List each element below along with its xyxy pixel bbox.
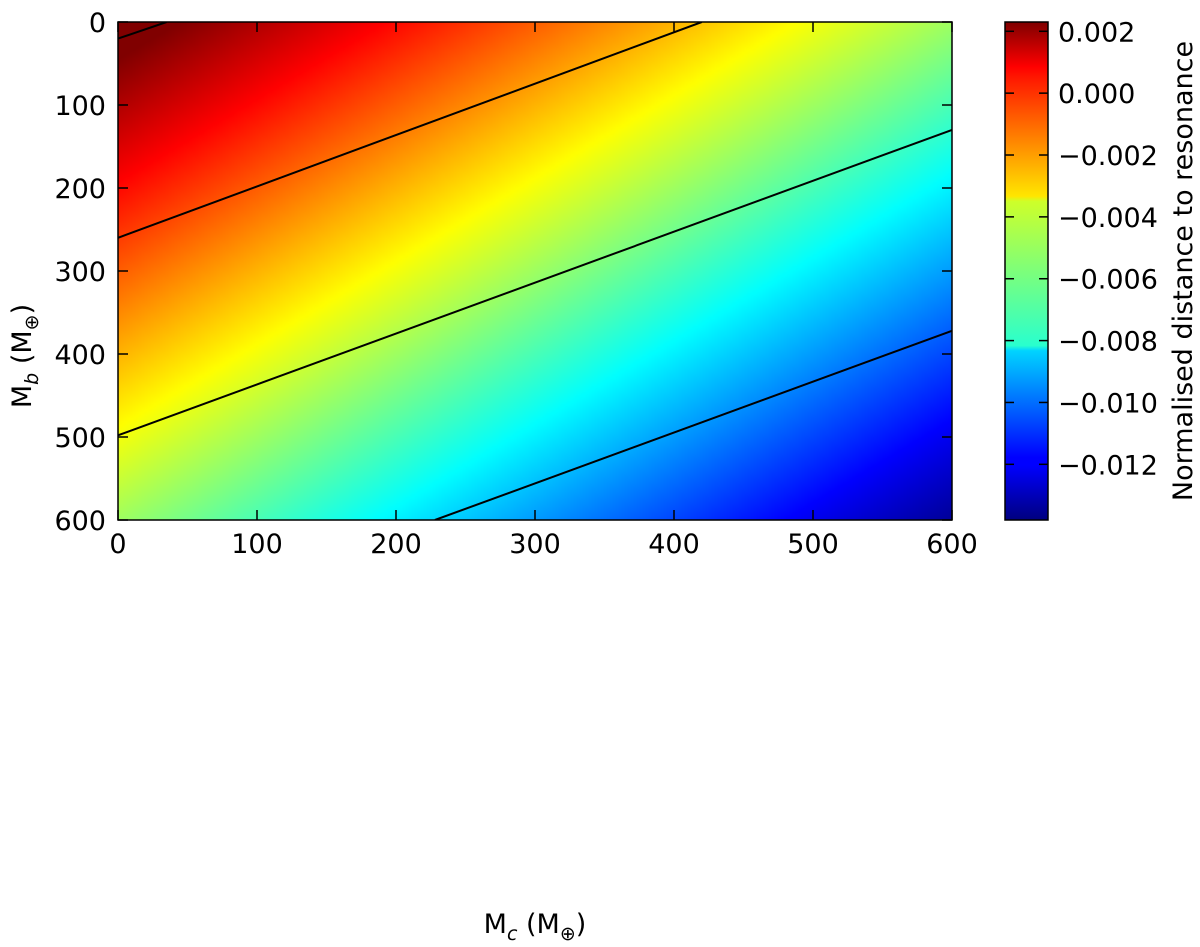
x-axis-label: Mc (M⊕): [484, 909, 587, 945]
y-tick-label: 500: [54, 423, 106, 454]
y-axis-ticks: 0 100 200 300 400 500 600: [54, 8, 952, 537]
contour-line-1: [118, 22, 703, 239]
contour-line-0: [118, 22, 167, 40]
x-tick-label: 400: [648, 529, 700, 560]
x-tick-label: 200: [370, 529, 422, 560]
y-axis-label: Mb (M⊕): [7, 304, 43, 408]
x-tick-label: 300: [509, 529, 561, 560]
heatmap-field: [118, 22, 952, 520]
y-tick-label: 300: [54, 257, 106, 288]
y-tick-label: 100: [54, 91, 106, 122]
y-tick-label: 400: [54, 340, 106, 371]
contour-lines: [118, 22, 952, 520]
colorbar-tick-label: −0.006: [1058, 265, 1158, 296]
x-tick-label: 600: [926, 529, 978, 560]
x-tick-label: 100: [231, 529, 283, 560]
x-tick-label: 0: [109, 529, 126, 560]
contour-line-3: [434, 329, 952, 520]
heatmap-plot-area: [118, 22, 952, 520]
colorbar-ticks: 0.002 0.000 −0.002 −0.004 −0.006 −0.008 −0.010…: [1005, 17, 1158, 481]
y-tick-label: 600: [54, 506, 106, 537]
colorbar-label: Normalised distance to resonance: [1168, 41, 1199, 501]
y-tick-label: 200: [54, 174, 106, 205]
x-tick-label: 500: [787, 529, 839, 560]
colorbar-tick-label: −0.008: [1058, 327, 1158, 358]
colorbar-tick-label: −0.012: [1058, 450, 1158, 481]
contour-line-2: [118, 128, 952, 437]
colorbar-tick-label: −0.010: [1058, 388, 1158, 419]
x-axis-ticks: 0 100 200 300 400 500 600: [109, 22, 978, 560]
colorbar-tick-label: −0.002: [1058, 141, 1158, 172]
colorbar: [1004, 21, 1049, 521]
colorbar-tick-label: −0.004: [1058, 203, 1158, 234]
colorbar-tick-label: 0.002: [1058, 17, 1135, 48]
colorbar-tick-label: 0.000: [1058, 79, 1135, 110]
y-tick-label: 0: [89, 8, 106, 39]
